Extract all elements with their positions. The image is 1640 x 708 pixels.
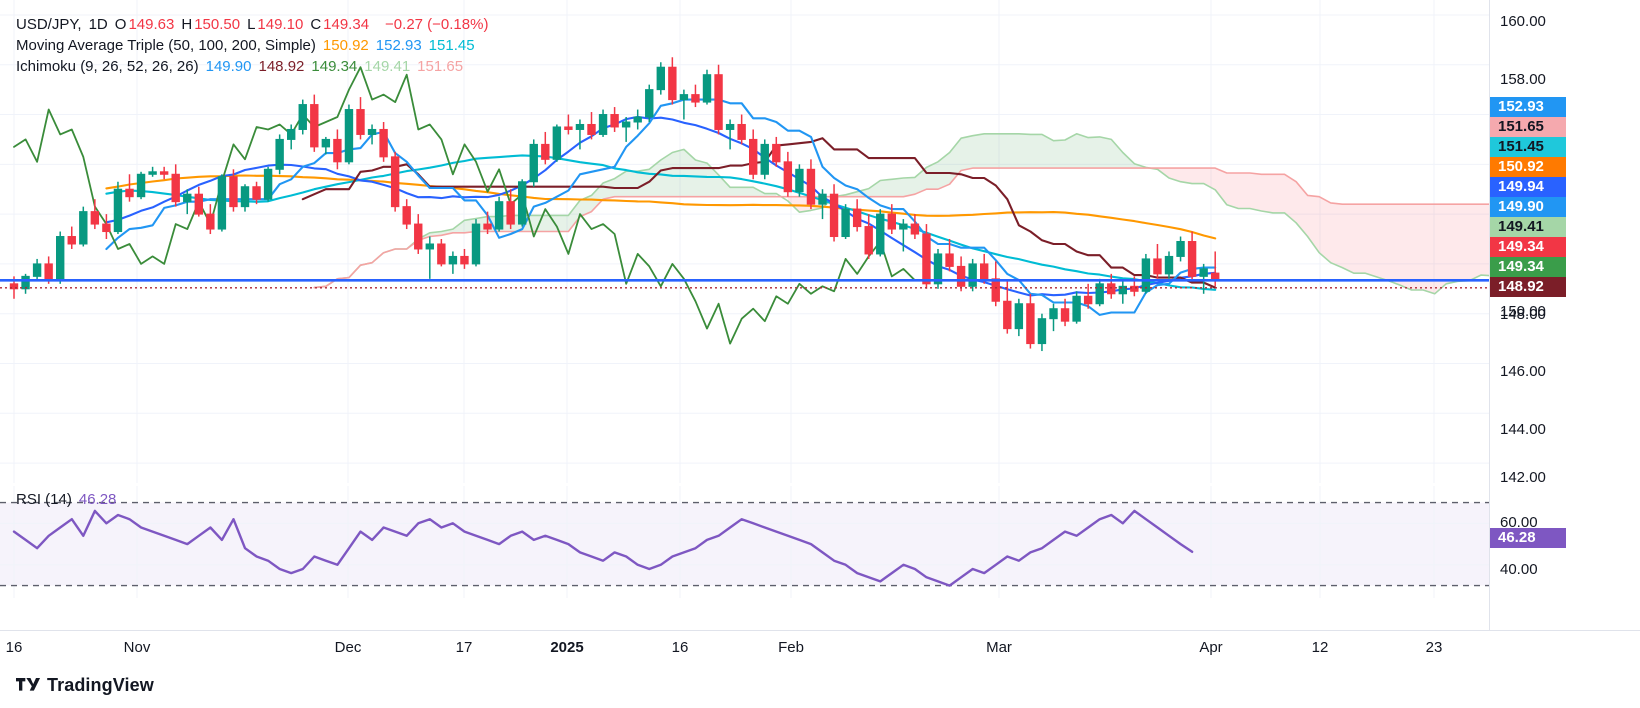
price-axis-tick: 160.00 [1500,13,1546,30]
time-axis-tick: 17 [455,639,473,656]
time-axis-tick: 23 [1425,639,1443,656]
time-axis-tick: Apr [1199,639,1223,656]
time-axis-tick: Feb [778,639,804,656]
tradingview-brand-text: TradingView [47,675,154,695]
price-axis-value-badge: 149.34 [1490,237,1566,257]
time-axis-tick: 16 [671,639,689,656]
price-scale[interactable]: 160.00158.00156.00154.00152.00150.00148.… [1489,0,1640,630]
time-axis-tick: Mar [986,639,1012,656]
price-axis-tick: 148.00 [1500,306,1546,323]
price-axis-value-badge: 151.45 [1490,137,1566,157]
tradingview-logo[interactable]: TradingView [16,675,154,696]
time-scale[interactable]: 16 Nov Dec 17 2025 16 Feb Mar Apr 12 23 [0,630,1640,665]
time-axis-tick: Nov [123,639,151,656]
chart-footer: TradingView [0,664,1640,708]
time-axis-tick: Dec [334,639,362,656]
rsi-chart-canvas [0,486,1489,598]
price-chart-canvas [0,0,1489,483]
rsi-indicator-pane[interactable]: RSI (14) 46.28 [0,486,1489,598]
price-axis-tick: 40.00 [1500,561,1538,578]
price-axis-value-badge: 149.90 [1490,197,1566,217]
time-axis-tick: 16 [5,639,23,656]
price-axis-tick: 146.00 [1500,363,1546,380]
price-axis-value-badge: 149.94 [1490,177,1566,197]
time-axis-tick: 12 [1311,639,1329,656]
price-axis-tick: 144.00 [1500,421,1546,438]
price-axis-value-badge: 148.92 [1490,277,1566,297]
price-axis-tick: 158.00 [1500,71,1546,88]
tradingview-logo-icon [16,677,40,691]
price-chart-pane[interactable] [0,0,1489,483]
price-axis-tick: 142.00 [1500,469,1546,486]
time-axis-tick: 2025 [550,639,584,656]
price-axis-tick: 150.00 [1500,303,1546,320]
price-axis-value-badge: 149.41 [1490,217,1566,237]
price-axis-value-badge: 46.28 [1490,528,1566,548]
price-axis-value-badge: 152.93 [1490,97,1566,117]
price-axis-value-badge: 151.65 [1490,117,1566,137]
price-axis-value-badge: 150.92 [1490,157,1566,177]
price-axis-value-badge: 149.34 [1490,257,1566,277]
price-axis-tick: 60.00 [1500,514,1538,531]
